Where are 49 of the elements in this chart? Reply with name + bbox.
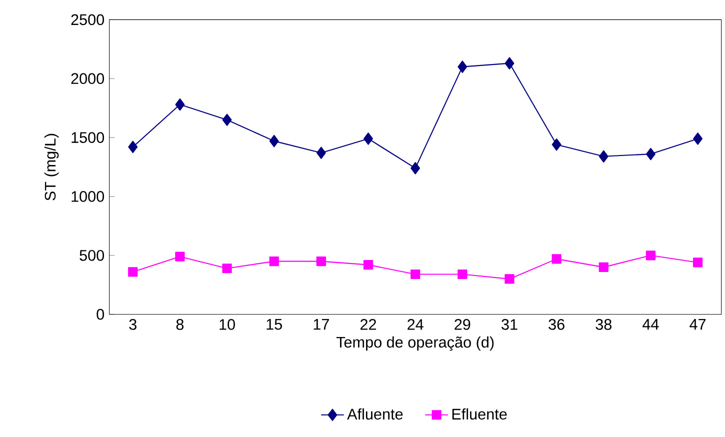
x-tick-label: 15 — [266, 319, 282, 330]
point — [646, 250, 656, 260]
point — [222, 264, 232, 274]
x-tick-label: 24 — [408, 319, 424, 330]
point — [504, 57, 514, 70]
point — [504, 274, 514, 284]
point — [458, 60, 468, 73]
point — [363, 260, 374, 270]
y-tick-label: 2000 — [71, 73, 104, 84]
point — [693, 132, 703, 145]
x-tick-label: 8 — [176, 319, 184, 330]
x-tick-label: 31 — [502, 319, 518, 330]
x-tick-label: 10 — [220, 319, 235, 330]
x-tick-label: 29 — [454, 319, 470, 330]
point — [175, 98, 185, 111]
x-tick-label: 22 — [360, 319, 376, 330]
point — [598, 150, 608, 163]
x-axis-title: Tempo de operação (d) — [336, 336, 494, 351]
x-tick-label: 44 — [642, 319, 659, 330]
point — [458, 269, 468, 280]
y-axis-title: ST (mg/L) — [44, 134, 59, 200]
point — [552, 138, 562, 151]
point — [552, 254, 562, 264]
x-tick-label: 36 — [548, 319, 564, 330]
x-tick-label: 47 — [690, 319, 706, 330]
point — [175, 252, 185, 262]
point — [269, 256, 279, 266]
x-tick-label: 3 — [129, 319, 136, 330]
y-tick-label: 0 — [96, 308, 104, 320]
point — [316, 256, 326, 266]
legend-label: Afluente — [347, 408, 403, 420]
point — [128, 140, 138, 154]
point — [598, 262, 608, 272]
y-tick-label: 1500 — [72, 132, 104, 143]
y-tick-label: 500 — [80, 250, 104, 261]
x-tick-label: 17 — [314, 319, 329, 330]
x-tick-label: 38 — [596, 319, 612, 330]
point — [128, 267, 138, 277]
point — [269, 134, 279, 148]
y-tick-label: 2500 — [71, 14, 104, 26]
point — [364, 132, 373, 145]
legend-label: Efluente — [452, 408, 507, 420]
point — [410, 269, 420, 280]
point — [692, 258, 703, 268]
y-tick-label: 1000 — [72, 191, 104, 202]
point — [646, 148, 656, 160]
point — [222, 114, 232, 126]
point — [410, 162, 420, 174]
point — [316, 146, 326, 159]
